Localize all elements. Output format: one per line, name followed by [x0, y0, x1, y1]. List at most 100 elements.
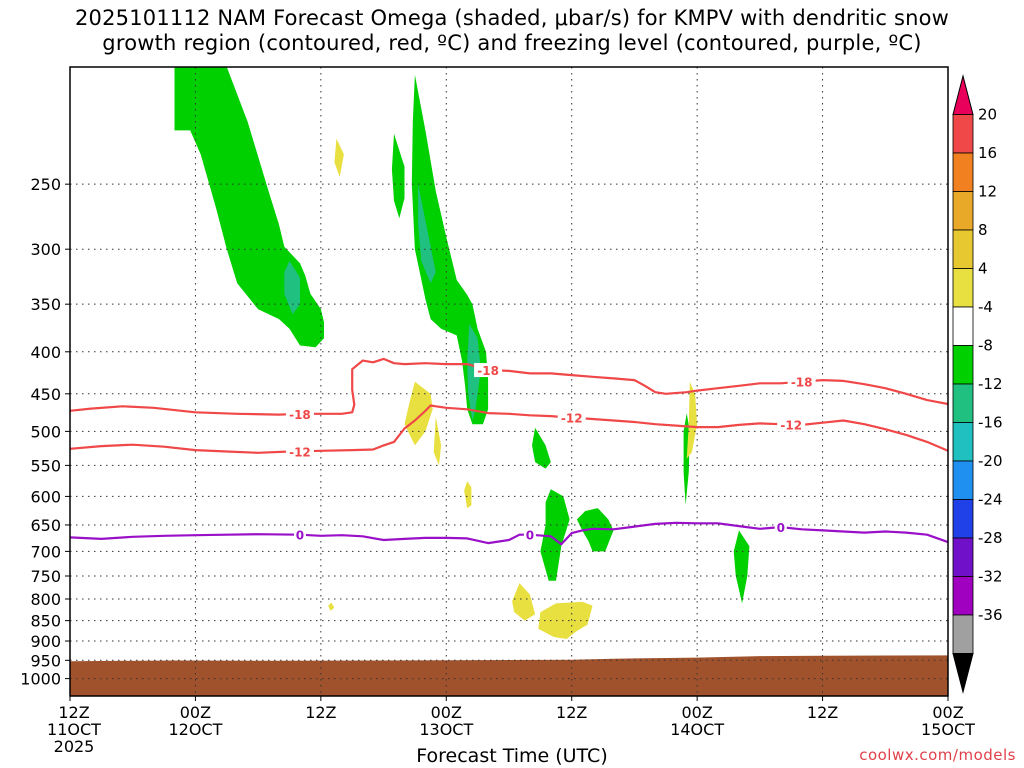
colorbar-swatch	[952, 499, 974, 539]
y-tick-label: 850	[30, 612, 61, 631]
y-tick-label: 750	[30, 567, 61, 586]
isotherm-label: 0	[777, 521, 785, 535]
isotherm-2	[70, 521, 948, 546]
omega-region-6	[532, 427, 551, 469]
colorbar-swatch	[952, 152, 974, 192]
colorbar-swatch	[952, 537, 974, 577]
omega-region-1	[284, 260, 300, 315]
colorbar-swatch	[952, 383, 974, 423]
plot-frame	[69, 66, 949, 697]
isotherm-label: -12	[561, 412, 583, 426]
isotherm-label-bg	[285, 444, 314, 459]
x-tick-label: 12Z	[305, 703, 336, 722]
x-tick-label: 15OCT	[921, 720, 975, 739]
colorbar-label: 4	[978, 260, 988, 278]
x-tick-label: 00Z	[681, 703, 712, 722]
colorbar-label: -32	[978, 568, 1003, 586]
y-tick-label: 450	[30, 385, 61, 404]
isotherm-label-bg	[523, 527, 536, 542]
colorbar-label: -36	[978, 606, 1003, 624]
isotherm-label-bg	[285, 406, 314, 421]
colorbar-label: -16	[978, 414, 1003, 432]
omega-region-7	[540, 489, 570, 581]
chart-title-line-2: growth region (contoured, red, ºC) and f…	[102, 31, 922, 55]
x-tick-label: 13OCT	[419, 720, 473, 739]
colorbar-swatch	[952, 229, 974, 269]
isotherm-label-bg	[557, 410, 586, 425]
isotherm-label: -18	[791, 376, 813, 390]
y-tick-label: 600	[30, 487, 61, 506]
colorbar-label: -28	[978, 529, 1003, 547]
omega-region-14	[464, 481, 472, 509]
omega-region-12	[404, 381, 433, 446]
colorbar-swatch	[952, 268, 974, 308]
colorbar-cap-bottom	[952, 653, 974, 694]
x-tick-label: 2025	[54, 737, 95, 756]
omega-region-13	[433, 416, 442, 466]
y-tick-label: 550	[30, 456, 61, 475]
colorbar-label: -8	[978, 337, 993, 355]
isotherm-label-bg	[774, 520, 787, 535]
colorbar-label: 16	[978, 144, 997, 162]
y-tick-label: 800	[30, 590, 61, 609]
y-tick-label: 950	[30, 651, 61, 670]
omega-region-4	[418, 184, 436, 284]
colorbar-swatch	[952, 114, 974, 154]
y-tick-label: 650	[30, 516, 61, 535]
omega-region-5	[467, 324, 481, 421]
x-tick-label: 00Z	[932, 703, 963, 722]
source-credit: coolwx.com/models	[859, 746, 1016, 764]
colorbar: 20 16 12 8 4 -4 -8 -12 -16 -20 -24 -28 -32 -36	[952, 74, 1003, 694]
chart-title: 2025101112 NAM Forecast Omega (shaded, μ…	[0, 6, 1024, 56]
surface-terrain	[70, 655, 948, 696]
x-tick-label: 12Z	[556, 703, 587, 722]
colorbar-swatch	[952, 614, 974, 654]
plot-area: -18 -18 -18 -12 -12 -12 0 0 0	[70, 67, 948, 696]
isotherm-label: -18	[477, 364, 499, 378]
colorbar-label: -20	[978, 452, 1003, 470]
y-tick-label: 900	[30, 632, 61, 651]
omega-region-15	[328, 602, 335, 611]
x-tick-label: 14OCT	[670, 720, 724, 739]
colorbar-cap-top	[952, 74, 974, 115]
colorbar-label: -24	[978, 491, 1003, 509]
omega-region-10	[733, 530, 750, 604]
y-tick-label: 1000	[20, 670, 61, 689]
colorbar-label: -4	[978, 298, 993, 316]
colorbar-label: -12	[978, 375, 1003, 393]
isotherm-label: -12	[780, 419, 802, 433]
isotherm-label: -18	[289, 408, 311, 422]
colorbar-label: 8	[978, 221, 988, 239]
colorbar-swatch	[952, 191, 974, 231]
colorbar-swatch	[952, 345, 974, 385]
colorbar-label: 20	[978, 106, 997, 124]
omega-region-17	[538, 601, 593, 639]
isotherm-label: 0	[296, 529, 304, 543]
y-tick-label: 700	[30, 542, 61, 561]
x-tick-label: 12Z	[58, 703, 89, 722]
isotherm-label: -12	[289, 445, 311, 459]
y-tick-label: 350	[30, 295, 61, 314]
colorbar-swatch	[952, 576, 974, 616]
isotherm-label-bg	[787, 374, 816, 389]
y-tick-label: 250	[30, 175, 61, 194]
x-tick-label: 12OCT	[168, 720, 222, 739]
colorbar-label: 12	[978, 183, 997, 201]
y-tick-label: 300	[30, 240, 61, 259]
colorbar-swatch	[952, 460, 974, 500]
omega-region-2	[391, 133, 405, 219]
isotherm-label-bg	[293, 527, 306, 542]
colorbar-swatch	[952, 422, 974, 462]
omega-region-11	[334, 138, 344, 177]
x-axis-label: Forecast Time (UTC)	[416, 745, 608, 767]
omega-region-16	[512, 583, 536, 621]
isotherm-label-bg	[777, 417, 806, 432]
y-tick-label: 500	[30, 422, 61, 441]
y-tick-label: 400	[30, 343, 61, 362]
colorbar-swatch	[952, 306, 974, 346]
x-tick-label: 00Z	[431, 703, 462, 722]
x-tick-label: 00Z	[180, 703, 211, 722]
x-tick-label: 11OCT	[47, 720, 101, 739]
omega-region-18	[686, 381, 698, 459]
